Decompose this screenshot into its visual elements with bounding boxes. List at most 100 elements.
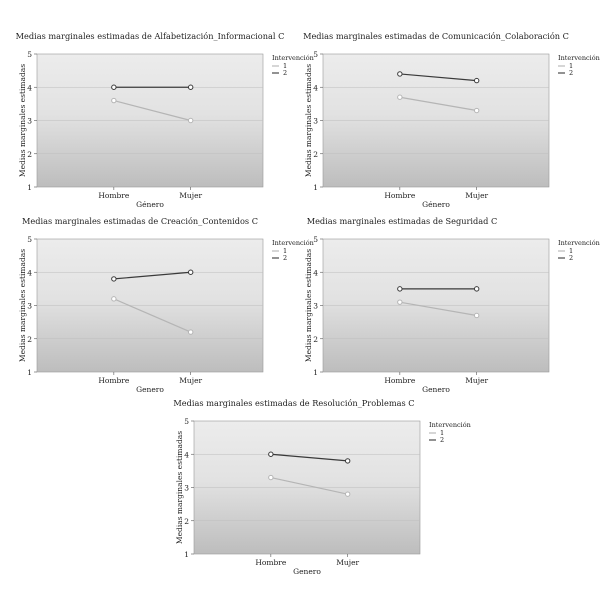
- legend-label: 1: [440, 429, 444, 437]
- legend-title: Intervención: [558, 239, 600, 247]
- x-tick-label: Mujer: [179, 191, 202, 200]
- x-axis-label: Genero: [136, 385, 164, 394]
- data-point: [473, 107, 480, 114]
- data-point: [111, 84, 117, 90]
- y-tick-label: 4: [184, 450, 189, 459]
- x-tick-label: Hombre: [98, 376, 130, 385]
- legend-label: 1: [283, 62, 287, 70]
- y-tick-label: 1: [313, 183, 318, 192]
- y-tick-label: 5: [27, 235, 32, 244]
- y-tick-label: 4: [27, 83, 32, 92]
- y-tick-label: 2: [27, 150, 32, 159]
- y-tick-label: 5: [313, 235, 318, 244]
- y-tick-label: 1: [313, 368, 318, 377]
- y-tick-label: 3: [313, 117, 318, 126]
- legend-label: 1: [283, 247, 287, 255]
- legend-title: Intervención: [272, 239, 314, 247]
- series-line-1: [399, 96, 477, 112]
- data-point: [111, 296, 117, 302]
- series-line-1: [399, 301, 477, 317]
- y-tick-label: 5: [184, 417, 189, 426]
- x-tick-label: Mujer: [465, 191, 488, 200]
- x-tick-label: Hombre: [98, 191, 130, 200]
- legend-title: Intervención: [429, 421, 471, 429]
- data-point: [397, 286, 403, 292]
- y-axis-label: Medias marginales estimadas: [175, 431, 184, 544]
- y-tick-label: 4: [313, 83, 318, 92]
- data-point: [397, 71, 403, 77]
- data-point: [187, 269, 194, 275]
- series-line-1: [113, 298, 191, 333]
- x-axis-label: Género: [136, 200, 164, 209]
- legend-label: 2: [283, 69, 287, 77]
- y-tick-label: 4: [313, 268, 318, 277]
- y-tick-label: 4: [27, 268, 32, 277]
- data-point: [111, 97, 117, 104]
- data-point: [268, 451, 274, 457]
- data-point: [344, 458, 351, 464]
- data-point: [187, 84, 194, 90]
- x-tick-label: Mujer: [465, 376, 488, 385]
- legend-label: 2: [569, 254, 573, 262]
- x-tick-label: Hombre: [384, 376, 416, 385]
- y-tick-label: 1: [27, 368, 32, 377]
- x-tick-label: Hombre: [255, 558, 287, 567]
- legend-label: 2: [283, 254, 287, 262]
- y-tick-label: 3: [313, 302, 318, 311]
- data-point: [397, 299, 403, 305]
- x-axis-label: Género: [422, 200, 450, 209]
- series-line-2: [113, 271, 191, 280]
- y-tick-label: 5: [313, 50, 318, 59]
- series-line-2: [270, 453, 348, 462]
- y-tick-label: 2: [184, 517, 189, 526]
- chart-panel-2: Medias marginales estimadas de Comunicac…: [303, 31, 600, 209]
- data-point: [397, 94, 403, 100]
- chart-title: Medias marginales estimadas de Alfabetiz…: [16, 31, 285, 41]
- y-tick-label: 3: [27, 302, 32, 311]
- y-tick-label: 2: [313, 335, 318, 344]
- data-point: [473, 77, 480, 84]
- legend-label: 2: [440, 436, 444, 444]
- chart-panel-3: Medias marginales estimadas de Creación_…: [18, 216, 314, 394]
- y-axis-label: Medias marginales estimadas: [304, 249, 313, 362]
- x-axis-label: Genero: [422, 385, 450, 394]
- chart-panel-5: Medias marginales estimadas de Resolució…: [173, 398, 470, 576]
- y-tick-label: 2: [27, 335, 32, 344]
- series-line-1: [113, 99, 191, 122]
- y-axis-label: Medias marginales estimadas: [304, 64, 313, 177]
- x-tick-label: Hombre: [384, 191, 416, 200]
- series-line-1: [270, 476, 348, 495]
- data-point: [344, 491, 351, 497]
- x-tick-label: Mujer: [179, 376, 202, 385]
- legend-label: 1: [569, 62, 573, 70]
- legend-title: Intervención: [558, 54, 600, 62]
- data-point: [111, 276, 117, 282]
- y-axis-label: Medias marginales estimadas: [18, 249, 27, 362]
- y-tick-label: 1: [184, 550, 189, 559]
- y-tick-label: 3: [184, 484, 189, 493]
- y-tick-label: 2: [313, 150, 318, 159]
- chart-title: Medias marginales estimadas de Resolució…: [173, 398, 414, 408]
- legend-title: Intervención: [272, 54, 314, 62]
- x-tick-label: Mujer: [336, 558, 359, 567]
- data-point: [187, 329, 194, 335]
- chart-panel-4: Medias marginales estimadas de Seguridad…: [304, 216, 600, 394]
- y-axis-label: Medias marginales estimadas: [18, 64, 27, 177]
- y-tick-label: 3: [27, 117, 32, 126]
- chart-title: Medias marginales estimadas de Seguridad…: [307, 216, 498, 226]
- y-tick-label: 1: [27, 183, 32, 192]
- data-point: [268, 474, 274, 481]
- data-point: [187, 117, 194, 124]
- legend-label: 2: [569, 69, 573, 77]
- data-point: [473, 286, 480, 292]
- chart-title: Medias marginales estimadas de Comunicac…: [303, 31, 569, 41]
- legend-label: 1: [569, 247, 573, 255]
- series-line-2: [399, 73, 477, 82]
- y-tick-label: 5: [27, 50, 32, 59]
- data-point: [473, 312, 480, 319]
- chart-panel-1: Medias marginales estimadas de Alfabetiz…: [16, 31, 314, 209]
- chart-title: Medias marginales estimadas de Creación_…: [22, 216, 258, 226]
- x-axis-label: Genero: [293, 567, 321, 576]
